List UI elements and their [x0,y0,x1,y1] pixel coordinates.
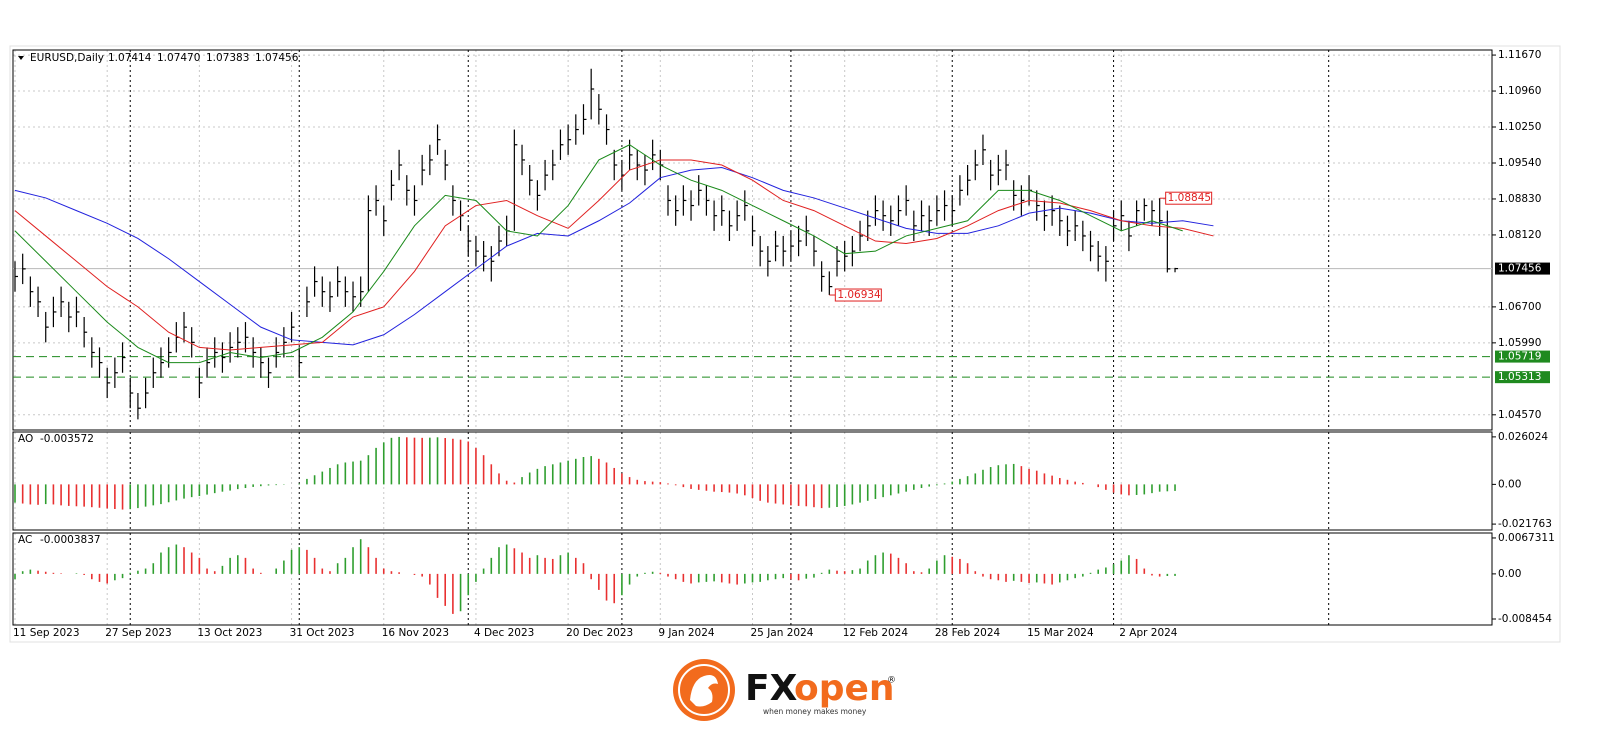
logo-bull [690,675,718,707]
logo-open: open [794,668,895,709]
chart-title: EURUSD,Daily [30,52,104,64]
y-tick-label: 0.0067311 [1498,532,1555,544]
x-tick-label: 27 Sep 2023 [105,627,172,639]
level-label: 1.05719 [1498,351,1541,363]
x-tick-label: 13 Oct 2023 [197,627,262,639]
x-tick-label: 2 Apr 2024 [1119,627,1178,639]
y-tick-label: 1.08120 [1498,229,1541,241]
level-label: 1.05313 [1498,371,1541,383]
header-arrow [18,56,24,60]
x-tick-label: 11 Sep 2023 [13,627,80,639]
annotation-label: 1.06934 [837,289,881,301]
quote-value: 1.07383 [206,52,249,64]
quote-value: 1.07456 [255,52,299,64]
x-tick-label: 12 Feb 2024 [843,627,909,639]
level-tag [1495,371,1550,384]
last-price-label: 1.07456 [1498,263,1542,275]
x-tick-label: 4 Dec 2023 [474,627,534,639]
panel-current: -0.0003837 [40,534,101,546]
logo: FX open ® when money makes money [673,659,896,721]
quote-value: 1.07414 [108,52,152,64]
y-tick-label: 0.00 [1498,568,1521,580]
y-tick-label: 0.00 [1498,478,1521,490]
quote-value: 1.07470 [157,52,200,64]
panel-current: -0.003572 [40,433,94,445]
y-tick-label: 1.09540 [1498,157,1541,169]
x-tick-label: 9 Jan 2024 [658,627,715,639]
logo-mark: ® [887,676,896,686]
y-tick-label: 0.026024 [1498,431,1548,443]
x-tick-label: 16 Nov 2023 [382,627,449,639]
logo-tagline: when money makes money [763,707,867,716]
x-tick-label: 15 Mar 2024 [1027,627,1094,639]
moving-average [14,159,1214,351]
level-tag [1495,350,1550,363]
moving-average [14,144,1183,364]
annotation-label: 1.08845 [1168,192,1211,204]
y-tick-label: 1.05990 [1498,337,1541,349]
y-tick-label: 1.04570 [1498,409,1541,421]
y-tick-label: -0.021763 [1498,518,1552,530]
x-tick-label: 31 Oct 2023 [290,627,355,639]
y-tick-label: 1.10960 [1498,85,1541,97]
y-tick-label: 1.10250 [1498,121,1541,133]
panel-frame [12,431,1493,531]
panel-title: AC [18,534,32,546]
annotation-box [1165,191,1213,205]
logo-fx: FX [745,668,798,709]
x-tick-label: 25 Jan 2024 [751,627,814,639]
moving-average [14,167,1214,346]
y-tick-label: 1.08830 [1498,193,1541,205]
y-tick-label: 1.06700 [1498,301,1541,313]
annotation-box [834,288,882,302]
chart-area [9,45,1561,643]
last-price-tag [1495,262,1550,275]
y-tick-label: -0.008454 [1498,613,1552,625]
panel-title: AO [18,433,33,445]
x-tick-label: 28 Feb 2024 [935,627,1001,639]
x-tick-label: 20 Dec 2023 [566,627,633,639]
panel-frame [12,532,1493,626]
logo-ring [678,664,730,716]
y-tick-label: 1.11670 [1498,49,1541,61]
panel-frame [12,49,1493,431]
